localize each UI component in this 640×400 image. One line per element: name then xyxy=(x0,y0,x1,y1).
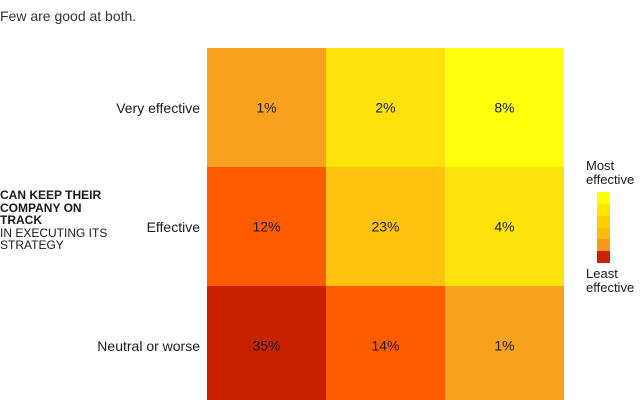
legend-swatch-5 xyxy=(597,251,610,264)
heatmap-cell-r0-c0 xyxy=(207,48,326,167)
heatmap-value-r0-c1: 2% xyxy=(375,100,395,116)
heatmap-value-r1-c0: 12% xyxy=(252,219,280,235)
heatmap-cell-r0-c1 xyxy=(326,48,445,167)
heatmap-cell-r1-c2 xyxy=(445,167,564,286)
heatmap-cell-r2-c2 xyxy=(445,286,564,400)
chart-subtitle: Few are good at both. xyxy=(0,8,137,24)
y-axis-title-normal: IN EXECUTING ITS STRATEGY xyxy=(0,225,108,252)
y-axis-title-bold: CAN KEEP THEIR COMPANY ON TRACK xyxy=(0,188,102,227)
legend-label-least: Least effective xyxy=(586,266,635,295)
legend-swatch-2 xyxy=(597,215,610,228)
legend-swatch-0 xyxy=(597,192,610,205)
heatmap-cell-r2-c0 xyxy=(207,286,326,400)
heatmap-value-r0-c0: 1% xyxy=(256,100,276,116)
heatmap-value-r1-c1: 23% xyxy=(371,219,399,235)
heatmap-value-r2-c0: 35% xyxy=(252,338,280,354)
y-axis-title: CAN KEEP THEIR COMPANY ON TRACK IN EXECU… xyxy=(0,189,130,252)
legend-label-most: Most effective xyxy=(586,158,635,187)
row-label-neutral-or-worse: Neutral or worse xyxy=(97,338,200,354)
heatmap-value-r0-c2: 8% xyxy=(494,100,514,116)
legend-swatch-1 xyxy=(597,203,610,217)
heatmap-value-r2-c1: 14% xyxy=(371,338,399,354)
legend-swatch-4 xyxy=(597,239,610,252)
heatmap-cell-r1-c1 xyxy=(326,167,445,286)
heatmap-value-r2-c2: 1% xyxy=(494,338,514,354)
legend-swatch-3 xyxy=(597,227,610,240)
heatmap-cell-r0-c2 xyxy=(445,48,564,167)
heatmap-cell-r2-c1 xyxy=(326,286,445,400)
heatmap-cell-r1-c0 xyxy=(207,167,326,286)
row-label-very-effective: Very effective xyxy=(116,100,200,116)
heatmap-value-r1-c2: 4% xyxy=(494,219,514,235)
row-label-effective: Effective xyxy=(146,219,200,235)
